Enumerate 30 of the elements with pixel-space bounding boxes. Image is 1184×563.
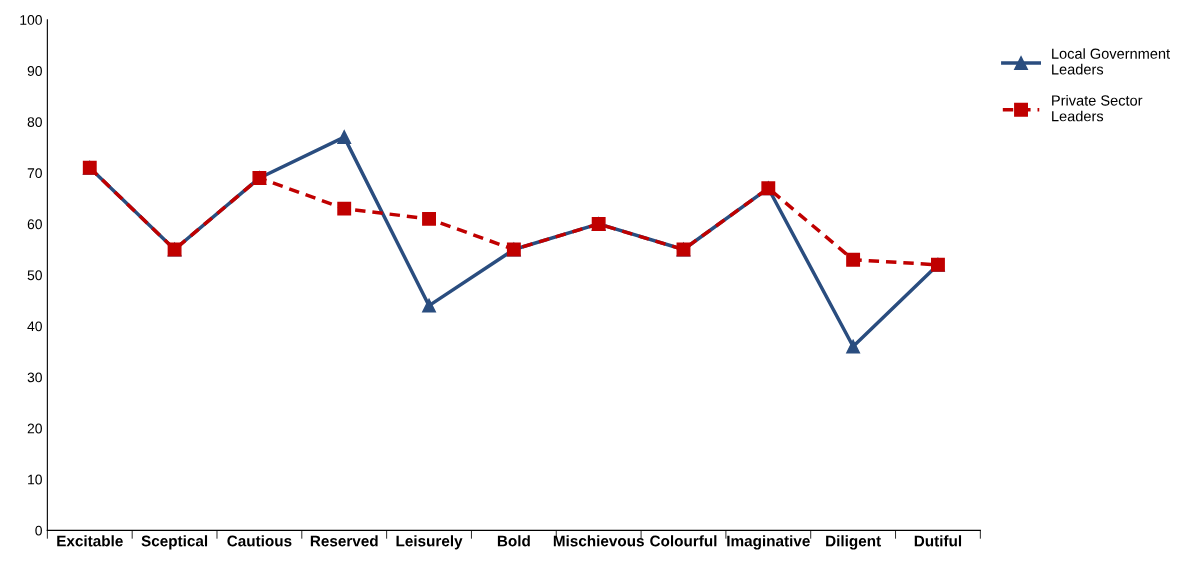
x-tick-label: Cautious (227, 535, 292, 547)
x-tick-label: Leisurely (396, 535, 463, 550)
x-tick-label: Dutiful (914, 535, 962, 547)
x-tick-label: Excitable (57, 535, 123, 547)
y-tick-label: 40 (27, 321, 42, 332)
x-tick-label: Diligent (826, 535, 881, 550)
legend-label: Private Sector Leaders (1052, 94, 1143, 122)
y-tick-label: 100 (20, 15, 42, 25)
y-tick-label: 10 (28, 474, 42, 485)
y-tick-label: 30 (27, 372, 42, 383)
y-tick-label: 80 (27, 117, 42, 127)
point (846, 339, 861, 354)
x-tick-label: Reserved (310, 535, 378, 547)
x-tick-label: Mischievous (553, 535, 644, 547)
y-tick-label: 20 (27, 423, 42, 434)
point (422, 211, 436, 226)
y-tick-label: 90 (27, 66, 42, 76)
y-tick-label: 0 (35, 525, 42, 536)
y-tick-label: 50 (27, 270, 42, 281)
y-tick-label: 60 (27, 219, 42, 230)
point (846, 252, 861, 267)
point (337, 130, 352, 145)
y-tick-label: 70 (27, 168, 42, 179)
legend-label: Local Government Leaders (1052, 48, 1170, 75)
x-tick-label: Imaginative (727, 535, 810, 550)
x-tick-label: Bold (497, 535, 530, 547)
point (422, 298, 436, 313)
x-tick-label: Colourful (650, 535, 717, 547)
x-tick-label: Sceptical (141, 535, 208, 550)
point (337, 201, 352, 216)
